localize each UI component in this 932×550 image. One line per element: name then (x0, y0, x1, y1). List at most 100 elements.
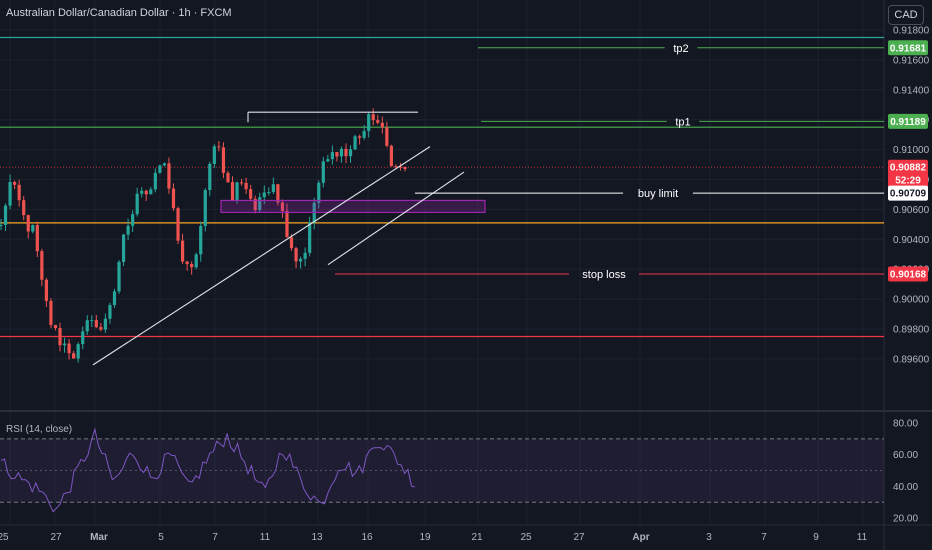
candle-body (194, 254, 198, 268)
price-tag-label: 0.90168 (890, 269, 927, 280)
candle-body (81, 331, 85, 345)
price-tag-label: 0.91681 (890, 43, 927, 54)
price-tag (888, 159, 928, 175)
candle-body (94, 320, 98, 328)
candle-body (199, 225, 203, 255)
candle-body (289, 237, 294, 249)
currency-button[interactable]: CAD (888, 5, 924, 25)
rsi-axis-tick: 40.00 (893, 482, 918, 493)
candle-body (58, 328, 62, 346)
time-axis-label: Apr (632, 532, 649, 543)
candle-body (303, 252, 307, 259)
candle-body (258, 197, 262, 211)
price-tag (888, 113, 928, 129)
annotation-label: tp1 (675, 116, 690, 128)
candle-body (335, 152, 339, 157)
time-axis-label: 3 (706, 532, 712, 543)
time-axis-label: 27 (573, 532, 585, 543)
trendline-channel (327, 171, 465, 266)
candle-body (171, 188, 176, 209)
candle-body (17, 184, 21, 201)
candle-body (330, 152, 334, 160)
candle-body (339, 148, 344, 157)
time-axis-label: 9 (813, 532, 819, 543)
candle-body (35, 225, 39, 252)
rsi-line (0, 427, 416, 513)
candle-body (149, 189, 153, 195)
time-axis-label: 25 (0, 532, 9, 543)
time-axis-label: 16 (361, 532, 373, 543)
candle-body (76, 344, 80, 359)
candle-body (389, 145, 393, 167)
candle-body (221, 147, 226, 173)
candle-body (403, 166, 407, 170)
rsi-axis-tick: 60.00 (893, 450, 918, 461)
candle-body (135, 193, 139, 215)
candle-body (262, 192, 266, 198)
candle-body (239, 182, 244, 184)
time-axis-label: 25 (520, 532, 532, 543)
price-axis-tick: 0.90600 (893, 205, 930, 216)
rsi-axis-tick: 20.00 (893, 514, 918, 525)
candle-body (294, 248, 298, 262)
candle-body (90, 320, 94, 322)
annotation-label: buy limit (638, 188, 678, 200)
candle-body (8, 182, 12, 206)
trendline-support (92, 146, 431, 366)
candle-body (121, 234, 126, 262)
price-axis-tick: 0.91000 (893, 145, 930, 156)
candle-body (308, 222, 312, 253)
chart-title: Australian Dollar/Canadian Dollar · 1h ·… (6, 7, 232, 19)
time-axis-label: Mar (90, 532, 108, 543)
candle-body (380, 122, 384, 128)
candle-body (280, 202, 285, 211)
price-axis-tick: 0.91400 (893, 85, 930, 96)
candle-body (144, 190, 148, 195)
price-tag-label: 0.91189 (890, 117, 926, 128)
candle-body (203, 190, 207, 226)
candle-body (235, 182, 239, 201)
candle-body (267, 192, 271, 194)
candle-body (31, 225, 35, 232)
candle-body (3, 205, 8, 226)
candle-body (367, 114, 371, 132)
candle-body (253, 198, 257, 211)
candle-body (326, 159, 330, 162)
candle-body (176, 208, 180, 241)
rsi-pane-background (0, 413, 884, 525)
candle-body (276, 184, 280, 203)
candle-body (22, 200, 26, 216)
candle-body (321, 161, 325, 183)
candle-body (40, 251, 44, 280)
candle-body (362, 131, 366, 138)
candle-body (117, 261, 121, 292)
candle-body (285, 210, 289, 238)
price-tag-label: 0.90709 (890, 189, 927, 200)
price-tag (888, 40, 928, 56)
candle-body (353, 136, 357, 150)
candle-body (62, 343, 67, 346)
time-axis-label: 27 (50, 532, 62, 543)
time-axis-label: 19 (419, 532, 431, 543)
candle-body (72, 353, 76, 359)
candle-body (398, 166, 403, 168)
candle-body (358, 136, 362, 138)
time-axis-label: 11 (857, 532, 868, 543)
candle-body (217, 146, 221, 148)
candle-body (226, 172, 230, 183)
candle-body (298, 258, 303, 262)
price-tag-label: 52:29 (895, 176, 921, 187)
candle-body (212, 146, 216, 164)
candle-body (53, 324, 58, 329)
candle-body (376, 120, 380, 123)
candle-body (67, 343, 71, 354)
time-axis-label: 7 (212, 532, 218, 543)
time-axis-label: 13 (311, 532, 323, 543)
price-tag (888, 266, 928, 282)
time-axis-label: 7 (761, 532, 767, 543)
time-axis-label: 21 (471, 532, 483, 543)
candle-body (49, 300, 53, 325)
candle-body (394, 166, 398, 168)
